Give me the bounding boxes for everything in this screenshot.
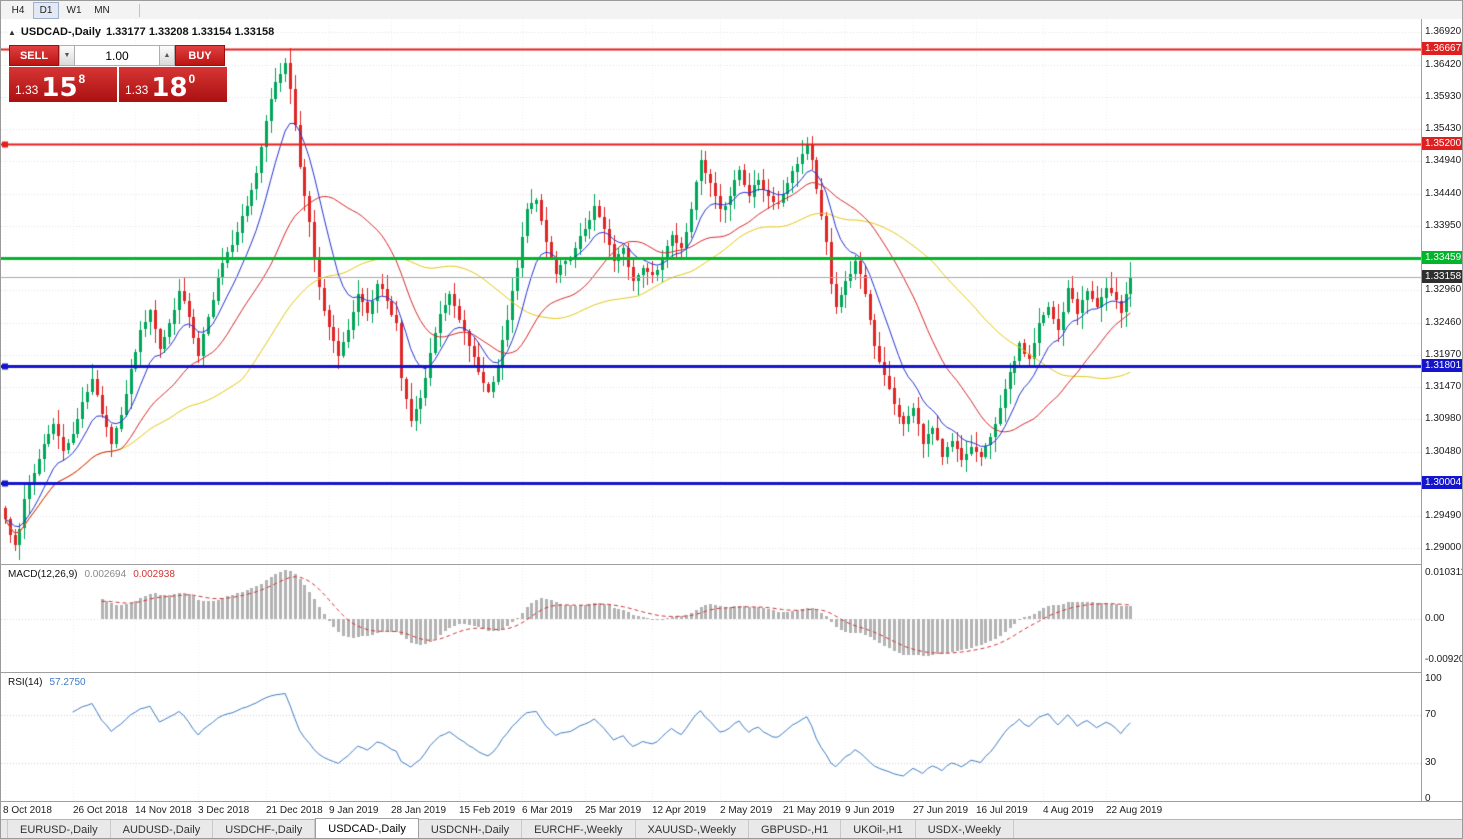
- sell-price-quote[interactable]: 1.33 15 8: [9, 67, 117, 102]
- rsi-indicator-canvas[interactable]: [1, 673, 1421, 800]
- price-tick-label: 1.34940: [1425, 155, 1462, 166]
- chart-tab-8[interactable]: UKOil-,H1: [841, 820, 916, 838]
- timeframe-button-W1[interactable]: W1: [66, 4, 82, 16]
- level-price-tag: 1.33459: [1422, 251, 1462, 264]
- chart-symbol-title: USDCAD-,Daily: [20, 26, 101, 38]
- date-tick-label: 12 Apr 2019: [652, 805, 706, 816]
- date-tick-label: 22 Aug 2019: [1106, 805, 1163, 816]
- volume-down-icon[interactable]: ▼: [59, 45, 75, 66]
- buy-price-base: 1.33: [125, 83, 149, 97]
- date-tick-label: 21 Dec 2018: [266, 805, 323, 816]
- price-tick-label: 1.29000: [1425, 542, 1462, 553]
- chart-tab-0[interactable]: EURUSD-,Daily: [7, 820, 111, 838]
- toolbar-separator: [139, 3, 140, 17]
- chart-tab-4[interactable]: USDCNH-,Daily: [418, 820, 523, 838]
- macd-indicator-name: MACD(12,26,9): [8, 569, 78, 580]
- rsi-value: 57.2750: [49, 677, 86, 688]
- chart-tab-1[interactable]: AUDUSD-,Daily: [110, 820, 214, 838]
- price-tick-label: 1.30480: [1425, 446, 1462, 457]
- sell-price-base: 1.33: [15, 83, 39, 97]
- sell-button[interactable]: SELL: [9, 45, 59, 66]
- chart-tab-9[interactable]: USDX-,Weekly: [915, 820, 1014, 838]
- volume-input[interactable]: [75, 45, 159, 66]
- price-tick-label: 1.32960: [1425, 284, 1462, 295]
- buy-price-pips: 18: [151, 72, 188, 103]
- date-tick-label: 15 Feb 2019: [459, 805, 516, 816]
- chart-ohlc-values: 1.33177 1.33208 1.33154 1.33158: [106, 26, 275, 38]
- date-tick-label: 8 Oct 2018: [3, 805, 52, 816]
- chart-tab-5[interactable]: EURCHF-,Weekly: [522, 820, 636, 838]
- buy-price-point: 0: [188, 72, 196, 86]
- chart-region: ▲ USDCAD-,Daily 1.33177 1.33208 1.33154 …: [1, 19, 1463, 804]
- rsi-axis-label: 0: [1425, 793, 1431, 804]
- macd-axis-label: 0.00: [1425, 613, 1445, 624]
- date-tick-label: 27 Jun 2019: [913, 805, 969, 816]
- price-axis[interactable]: 1.36920 1.36420 1.35930 1.35430 1.34940 1.344…: [1421, 19, 1463, 804]
- level-price-tag: 1.36667: [1422, 42, 1462, 55]
- volume-up-icon[interactable]: ▲: [159, 45, 175, 66]
- price-tick-label: 1.30980: [1425, 413, 1462, 424]
- macd-indicator-label: MACD(12,26,9) 0.002694 0.002938: [8, 569, 175, 580]
- chart-tab-7[interactable]: GBPUSD-,H1: [748, 820, 842, 838]
- rsi-axis-label: 100: [1425, 673, 1442, 684]
- timeframe-button-D1[interactable]: D1: [33, 1, 59, 19]
- price-chart-canvas[interactable]: [1, 19, 1421, 564]
- price-tick-label: 1.35430: [1425, 123, 1462, 134]
- date-tick-label: 9 Jun 2019: [845, 805, 895, 816]
- sell-price-pips: 15: [41, 72, 78, 103]
- macd-signal-value: 0.002938: [133, 569, 175, 580]
- price-tick-label: 1.36920: [1425, 26, 1462, 37]
- chart-tab-bar: EURUSD-,Daily AUDUSD-,Daily USDCHF-,Daily U…: [1, 818, 1462, 838]
- price-tick-label: 1.36420: [1425, 59, 1462, 70]
- rsi-axis-label: 30: [1425, 757, 1437, 768]
- rsi-pane-separator[interactable]: [1, 672, 1462, 673]
- price-tick-label: 1.33950: [1425, 220, 1462, 231]
- buy-price-quote[interactable]: 1.33 18 0: [119, 67, 227, 102]
- level-price-tag: 1.35200: [1422, 137, 1462, 150]
- date-tick-label: 14 Nov 2018: [135, 805, 192, 816]
- one-click-trading-panel: SELL ▼ ▲ BUY 1.33 15 8 1.33 18 0: [9, 45, 227, 102]
- price-tick-label: 1.32460: [1425, 317, 1462, 328]
- timeframe-button-MN[interactable]: MN: [94, 4, 110, 16]
- current-price-tag: 1.33158: [1422, 270, 1462, 283]
- collapse-panel-arrow-icon[interactable]: ▲: [8, 27, 16, 37]
- macd-main-value: 0.002694: [84, 569, 127, 580]
- date-tick-label: 6 Mar 2019: [522, 805, 573, 816]
- level-price-tag: 1.31801: [1422, 359, 1462, 372]
- macd-pane-separator[interactable]: [1, 564, 1462, 565]
- date-tick-label: 9 Jan 2019: [329, 805, 379, 816]
- price-tick-label: 1.29490: [1425, 510, 1462, 521]
- chart-tab-6[interactable]: XAUUSD-,Weekly: [635, 820, 749, 838]
- timeframe-button-H4[interactable]: H4: [11, 4, 25, 16]
- chart-title: ▲ USDCAD-,Daily 1.33177 1.33208 1.33154 …: [8, 26, 274, 38]
- chart-tab-2[interactable]: USDCHF-,Daily: [213, 820, 316, 838]
- rsi-indicator-label: RSI(14) 57.2750: [8, 677, 86, 688]
- sell-price-point: 8: [78, 72, 86, 86]
- date-tick-label: 25 Mar 2019: [585, 805, 642, 816]
- macd-axis-label: -0.0092030: [1425, 654, 1462, 665]
- date-tick-label: 3 Dec 2018: [198, 805, 250, 816]
- price-tick-label: 1.31970: [1425, 349, 1462, 360]
- rsi-indicator-name: RSI(14): [8, 677, 43, 688]
- date-tick-label: 28 Jan 2019: [391, 805, 447, 816]
- timeframe-toolbar: H4 D1 W1 MN: [1, 1, 1462, 20]
- date-tick-label: 4 Aug 2019: [1043, 805, 1094, 816]
- rsi-axis-label: 70: [1425, 709, 1437, 720]
- level-price-tag: 1.30004: [1422, 476, 1462, 489]
- date-tick-label: 16 Jul 2019: [976, 805, 1028, 816]
- date-tick-label: 26 Oct 2018: [73, 805, 128, 816]
- date-tick-label: 21 May 2019: [783, 805, 841, 816]
- price-tick-label: 1.35930: [1425, 91, 1462, 102]
- price-tick-label: 1.34440: [1425, 188, 1462, 199]
- price-tick-label: 1.31470: [1425, 381, 1462, 392]
- macd-axis-label: 0.010311: [1425, 567, 1463, 578]
- date-tick-label: 2 May 2019: [720, 805, 773, 816]
- macd-indicator-canvas[interactable]: [1, 565, 1421, 672]
- buy-button[interactable]: BUY: [175, 45, 225, 66]
- chart-tab-3[interactable]: USDCAD-,Daily: [315, 818, 419, 838]
- time-axis[interactable]: 8 Oct 2018 26 Oct 2018 14 Nov 2018 3 Dec 20…: [1, 801, 1462, 819]
